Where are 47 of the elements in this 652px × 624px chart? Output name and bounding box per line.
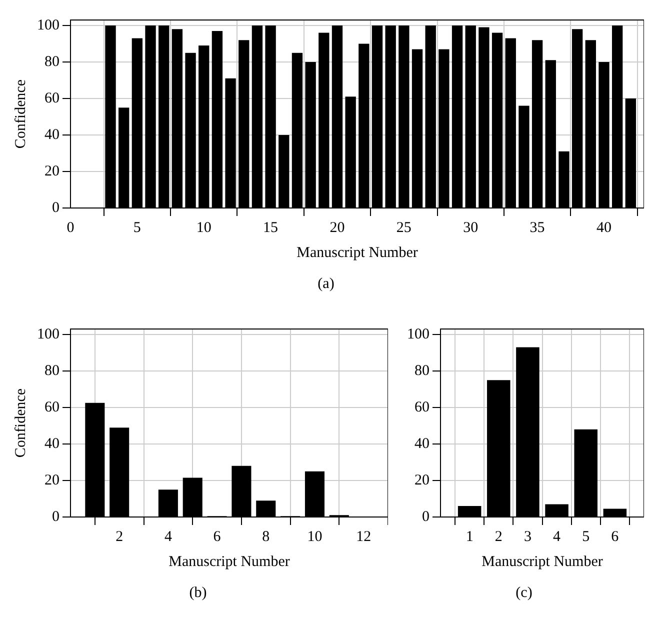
- x-tick-label: 5: [133, 220, 141, 236]
- text: (c): [516, 585, 532, 602]
- y-tick-label: 0: [422, 508, 430, 525]
- x-tick-label: 35: [530, 220, 545, 236]
- y-tick-label: 80: [44, 362, 60, 379]
- y-tick-label: 40: [414, 436, 430, 452]
- x-tick-label: 5: [582, 528, 590, 545]
- y-tick-label: 0: [52, 508, 60, 525]
- y-tick-label: 100: [37, 17, 60, 34]
- x-tick-label: 2: [494, 528, 502, 545]
- x-tick-label: 0: [66, 220, 74, 236]
- y-tick-label: 80: [414, 362, 430, 379]
- x-tick-label: 30: [463, 220, 478, 236]
- y-tick-label: 60: [414, 399, 430, 416]
- y-tick-label: 20: [44, 472, 60, 488]
- x-tick-label: 4: [164, 528, 172, 545]
- y-tick-label: 40: [44, 436, 60, 452]
- x-tick-label: 3: [524, 528, 532, 545]
- x-tick-label: 2: [116, 528, 124, 545]
- x-axis-title: Manuscript Number: [168, 554, 290, 570]
- y-tick-label: 80: [44, 54, 60, 70]
- x-tick-label: 6: [611, 528, 620, 545]
- x-tick-label: 4: [553, 528, 562, 545]
- x-tick-label: 1: [466, 528, 474, 545]
- x-tick-label: 10: [307, 528, 322, 545]
- x-axis-title: Manuscript Number: [482, 554, 603, 570]
- x-tick-label: 40: [596, 220, 612, 236]
- y-axis-title: Confidence: [12, 79, 29, 149]
- x-tick-label: 6: [213, 528, 222, 545]
- y-tick-label: 60: [44, 90, 60, 106]
- x-tick-label: 10: [196, 220, 212, 236]
- x-tick-label: 25: [396, 220, 412, 236]
- x-tick-label: 8: [262, 528, 270, 545]
- text: (a): [318, 276, 334, 293]
- y-tick-label: 20: [414, 472, 430, 488]
- x-tick-label: 20: [330, 220, 345, 236]
- text: (b): [189, 585, 207, 602]
- y-tick-label: 100: [37, 326, 60, 342]
- y-axis-title: Confidence: [12, 388, 29, 458]
- y-tick-label: 20: [44, 163, 60, 180]
- x-tick-label: 12: [356, 528, 372, 545]
- y-tick-label: 40: [44, 126, 60, 143]
- x-axis-title: Manuscript Number: [296, 244, 418, 261]
- y-tick-label: 100: [407, 326, 430, 342]
- y-tick-label: 0: [52, 200, 60, 216]
- y-tick-label: 60: [44, 399, 60, 416]
- x-tick-label: 15: [263, 220, 278, 236]
